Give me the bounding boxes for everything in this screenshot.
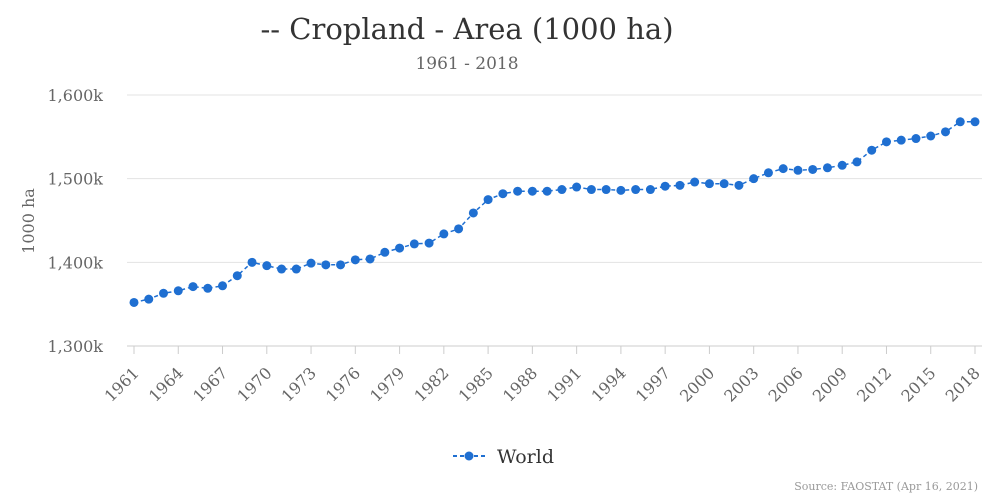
x-tick-label: 2009 [809,363,851,405]
data-point[interactable] [896,135,906,145]
x-axis: 1961 1964 1967 1970 1973 1976 1979 1982 1985 1988… [101,345,984,406]
x-tick-label: 2006 [765,363,807,405]
data-point[interactable] [129,297,139,307]
data-point[interactable] [645,185,655,195]
data-point[interactable] [940,127,950,137]
series-world [129,117,980,307]
data-point[interactable] [911,134,921,144]
data-point[interactable] [188,282,198,292]
data-point[interactable] [542,186,552,196]
x-tick-label: 2003 [720,363,762,405]
data-point[interactable] [822,163,832,173]
data-point[interactable] [675,180,685,190]
legend-point-marker [464,451,474,461]
data-point[interactable] [144,294,154,304]
x-tick-label: 1997 [632,363,674,405]
y-tick-label: 1,400k [48,253,104,272]
data-point[interactable] [321,260,331,270]
data-point[interactable] [631,185,641,195]
x-tick-label: 1961 [101,363,143,405]
series-line-world [133,121,975,304]
x-tick-label: 2018 [942,363,984,405]
data-point[interactable] [395,243,405,253]
data-point[interactable] [867,145,877,155]
data-point[interactable] [852,157,862,167]
data-point[interactable] [232,271,242,281]
data-point[interactable] [513,186,523,196]
y-tick-label: 1,500k [48,170,104,189]
x-tick-label: 1964 [145,363,187,405]
x-tick-label: 2000 [676,363,718,405]
data-point[interactable] [601,185,611,195]
x-tick-label: 1991 [543,363,585,405]
data-point[interactable] [306,258,316,268]
data-point[interactable] [527,186,537,196]
x-tick-label: 1988 [499,363,541,405]
data-point[interactable] [660,181,670,191]
source-note: Source: FAOSTAT (Apr 16, 2021) [794,480,978,493]
data-point[interactable] [690,177,700,187]
data-point[interactable] [365,254,375,264]
data-point[interactable] [763,168,773,178]
data-point[interactable] [277,264,287,274]
data-point[interactable] [719,179,729,189]
data-point[interactable] [218,281,228,291]
x-tick-label: 1976 [322,363,364,405]
data-point[interactable] [203,283,213,293]
data-point[interactable] [439,229,449,239]
data-point[interactable] [483,195,493,205]
data-point[interactable] [704,179,714,189]
y-axis-ticks: 1,300k 1,400k 1,500k 1,600k [48,86,104,356]
data-point[interactable] [262,261,272,271]
data-point[interactable] [572,182,582,192]
x-tick-label: 2012 [853,363,895,405]
data-point[interactable] [778,164,788,174]
y-tick-label: 1,600k [48,86,104,105]
y-tick-label: 1,300k [48,337,104,356]
data-point[interactable] [424,238,434,248]
x-tick-label: 2015 [897,363,939,405]
chart-subtitle: 1961 - 2018 [415,54,519,74]
chart-title: -- Cropland - Area (1000 ha) [260,12,674,46]
x-tick-label: 1973 [278,363,320,405]
x-tick-label: 1994 [587,363,629,405]
x-tick-label: 1970 [233,363,275,405]
data-point[interactable] [454,224,464,234]
data-point[interactable] [498,189,508,199]
data-point[interactable] [586,185,596,195]
data-point[interactable] [926,131,936,141]
data-point[interactable] [734,180,744,190]
data-point[interactable] [837,160,847,170]
y-axis-label: 1000 ha [19,188,38,254]
data-point[interactable] [616,185,626,195]
data-point[interactable] [808,164,818,174]
data-point[interactable] [159,288,169,298]
x-tick-label: 1982 [410,363,452,405]
x-tick-label: 1967 [189,363,231,405]
data-point[interactable] [970,117,980,127]
data-point[interactable] [173,286,183,296]
data-point[interactable] [380,247,390,257]
data-point[interactable] [749,174,759,184]
legend-label-world: World [497,446,554,468]
gridlines [127,94,982,347]
data-point[interactable] [336,260,346,270]
x-tick-label: 1985 [455,363,497,405]
data-point[interactable] [881,137,891,147]
data-point[interactable] [955,117,965,127]
data-point[interactable] [291,264,301,274]
data-point[interactable] [793,165,803,175]
x-tick-label: 1979 [366,363,408,405]
data-point[interactable] [247,257,257,267]
data-point[interactable] [409,239,419,249]
data-point[interactable] [557,185,567,195]
data-point[interactable] [468,208,478,218]
data-point[interactable] [350,255,360,265]
legend[interactable]: World [453,446,554,468]
